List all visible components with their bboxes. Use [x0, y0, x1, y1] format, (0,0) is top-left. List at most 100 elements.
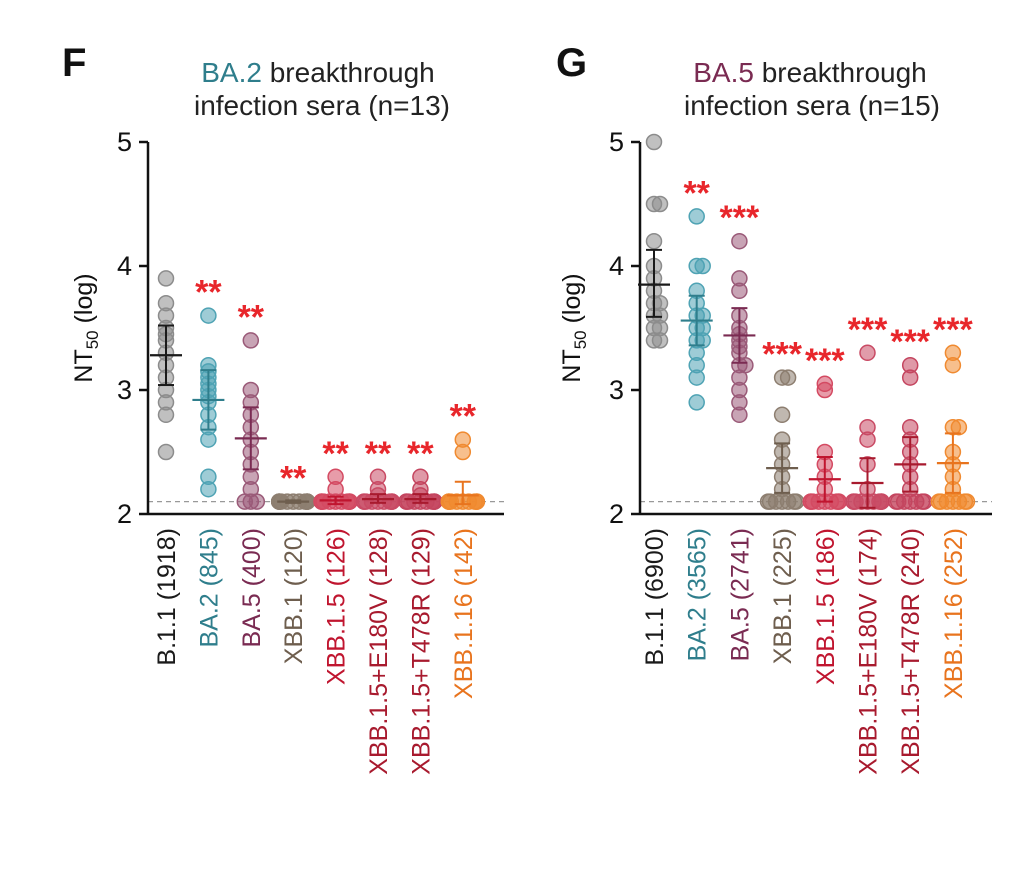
group-ba-2: ** BA.2 (845): [192, 274, 225, 648]
group-xbb-1-16: *** XBB.1.16 (252): [930, 311, 976, 699]
data-point: [341, 493, 358, 510]
category-label: BA.5 (400): [238, 528, 266, 648]
data-point: [915, 493, 933, 510]
significance-label: **: [450, 398, 477, 436]
group-xbb-1-5-e180v: ** XBB.1.5+E180V (128): [355, 435, 401, 775]
data-point: [688, 208, 705, 225]
group-xbb-1-5: ** XBB.1.5 (126): [313, 435, 358, 685]
data-point: [731, 406, 748, 424]
group-ba-2: ** BA.2 (3565): [680, 174, 713, 661]
data-point: [816, 381, 834, 399]
y-axis-label: NT50 (log): [558, 273, 590, 382]
category-label: XBB.1.5+E180V (174): [855, 528, 883, 775]
category-label: XBB.1 (120): [280, 528, 308, 664]
data-point: [802, 493, 820, 510]
panel-f: F BA.2 breakthrough infection sera (n=13…: [62, 41, 504, 775]
significance-label: **: [407, 435, 434, 473]
y-tick-label: 4: [609, 251, 624, 281]
category-label: XBB.1.5+T478R (129): [407, 528, 435, 775]
data-point: [157, 406, 175, 424]
panel-g: G BA.5 breakthrough infection sera (n=15…: [556, 41, 992, 775]
y-tick-label: 5: [117, 127, 132, 157]
significance-label: ***: [805, 342, 845, 380]
data-point: [242, 332, 260, 349]
category-label: B.1.1 (6900): [641, 528, 669, 666]
data-point: [398, 493, 415, 510]
data-point: [787, 493, 805, 510]
category-label: XBB.1.5 (186): [812, 528, 840, 685]
significance-label: **: [280, 460, 307, 498]
significance-label: **: [365, 435, 392, 473]
data-point: [731, 282, 748, 300]
data-point: [200, 480, 217, 498]
data-point: [731, 232, 748, 250]
data-point: [651, 332, 669, 349]
data-point: [313, 493, 330, 510]
significance-label: ***: [720, 199, 760, 237]
data-point: [468, 493, 486, 510]
panel-letter: F: [62, 41, 86, 85]
group-xbb-1-5-t478r: ** XBB.1.5+T478R (129): [398, 435, 443, 775]
data-point: [958, 493, 976, 510]
category-label: XBB.1.5+T478R (240): [897, 528, 925, 775]
data-point: [236, 493, 254, 510]
category-label: XBB.1.16 (142): [450, 528, 478, 699]
data-point: [688, 369, 705, 386]
category-label: XBB.1.5+E180V (128): [365, 528, 393, 775]
panel-letter: G: [556, 41, 587, 85]
category-label: B.1.1 (1918): [153, 528, 181, 666]
group-xbb-1-5-t478r: *** XBB.1.5+T478R (240): [887, 323, 933, 775]
y-tick-label: 2: [117, 499, 132, 529]
data-point: [440, 493, 458, 510]
data-point: [426, 493, 443, 510]
data-point: [157, 443, 175, 461]
group-xbb-1-5-e180v: *** XBB.1.5+E180V (174): [845, 311, 890, 775]
group-b-1-1: B.1.1 (6900): [638, 133, 670, 666]
data-point: [887, 493, 905, 510]
data-point: [944, 356, 962, 374]
y-tick-label: 3: [609, 375, 624, 405]
data-point: [454, 443, 472, 461]
data-point: [930, 493, 948, 510]
group-xbb-1-5: *** XBB.1.5 (186): [802, 342, 848, 685]
group-xbb-1-16: ** XBB.1.16 (142): [440, 398, 486, 699]
significance-label: **: [322, 435, 349, 473]
data-point: [200, 431, 217, 448]
group-xbb-1: ** XBB.1 (120): [270, 460, 316, 664]
category-label: XBB.1.5 (126): [323, 528, 351, 685]
data-point: [694, 257, 711, 275]
chart-title-line-2: infection sera (n=13): [194, 90, 450, 121]
data-point: [950, 418, 968, 436]
significance-label: ***: [848, 311, 888, 349]
significance-label: ***: [933, 311, 973, 349]
data-point: [645, 133, 663, 151]
chart-title-line-1: BA.2 breakthrough: [201, 57, 435, 88]
significance-label: **: [238, 298, 265, 336]
y-axis-label: NT50 (log): [70, 273, 102, 382]
data-point: [651, 195, 669, 213]
significance-label: ***: [890, 323, 930, 361]
y-tick-label: 3: [117, 375, 132, 405]
data-point: [859, 344, 876, 362]
data-point: [383, 493, 401, 510]
data-point: [901, 369, 919, 386]
group-ba-5: ** BA.5 (400): [234, 298, 267, 648]
category-label: BA.2 (845): [195, 528, 223, 648]
category-label: XBB.1.16 (252): [940, 528, 968, 699]
data-point: [157, 270, 175, 287]
data-point: [830, 493, 848, 510]
data-point: [859, 431, 876, 448]
y-tick-label: 2: [609, 499, 624, 529]
data-point: [845, 493, 862, 510]
y-tick-label: 5: [609, 127, 624, 157]
data-point: [200, 307, 217, 324]
significance-label: ***: [762, 336, 802, 374]
data-point: [873, 493, 890, 510]
data-point: [645, 232, 663, 250]
significance-label: **: [195, 274, 222, 312]
data-point: [759, 493, 777, 510]
data-point: [779, 369, 797, 386]
